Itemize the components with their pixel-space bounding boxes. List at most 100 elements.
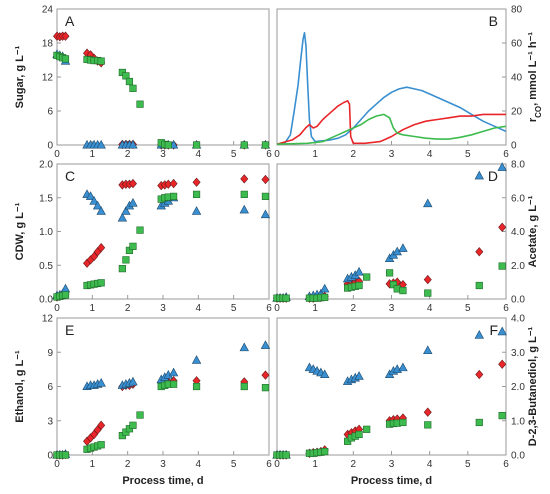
data-point-triangle bbox=[354, 371, 364, 380]
data-point-diamond bbox=[97, 243, 106, 253]
y-tick-label: 2.0 bbox=[39, 160, 53, 171]
y-tick-label: 6 bbox=[47, 107, 53, 118]
x-tick-label: 5 bbox=[231, 149, 237, 160]
y-tick-label: 9 bbox=[47, 348, 53, 359]
data-point-diamond bbox=[498, 222, 507, 232]
y-tick-label: 3.0 bbox=[511, 348, 525, 359]
x-tick-label: 2 bbox=[351, 149, 357, 160]
x-tick-label: 3 bbox=[160, 303, 166, 314]
series-green bbox=[53, 51, 270, 149]
y-tick-label: 4.0 bbox=[511, 227, 525, 238]
x-tick-label: 0 bbox=[274, 459, 280, 470]
data-point-triangle bbox=[497, 162, 507, 171]
series-green bbox=[53, 380, 270, 459]
x-tick-label: 0 bbox=[54, 303, 60, 314]
panel-frame bbox=[56, 8, 270, 146]
data-point-square bbox=[282, 451, 290, 459]
series-line-green bbox=[277, 113, 506, 145]
data-point-square bbox=[363, 425, 371, 433]
panel-frame bbox=[276, 163, 507, 300]
y-tick-label: 4.0 bbox=[511, 314, 525, 325]
y-tick-label: 12 bbox=[42, 314, 54, 325]
y-axis-label: Sugar, g L⁻¹ bbox=[14, 45, 26, 108]
x-tick-label: 3 bbox=[389, 149, 395, 160]
x-tick-label: 6 bbox=[266, 149, 272, 160]
x-tick-label: 1 bbox=[312, 303, 318, 314]
data-point-square bbox=[399, 286, 407, 295]
x-tick-label: 6 bbox=[503, 149, 509, 160]
data-point-square bbox=[136, 226, 144, 234]
series-line-red bbox=[277, 100, 506, 145]
data-point-square bbox=[97, 441, 105, 449]
data-point-triangle bbox=[239, 342, 249, 352]
data-point-diamond bbox=[61, 31, 70, 41]
data-point-triangle bbox=[96, 206, 106, 215]
data-point-triangle bbox=[128, 376, 138, 386]
data-point-square bbox=[240, 190, 248, 198]
panel-d: 0 1 2 3 4 5 60.0 2.0 4.0 6.0 8.0 D Acetate, g L⁻¹ bbox=[272, 160, 539, 314]
y-tick-label: 40 bbox=[511, 73, 523, 84]
x-tick-label: 1 bbox=[90, 149, 96, 160]
data-point-square bbox=[192, 382, 201, 391]
y-tick-label: 0 bbox=[511, 141, 517, 152]
x-tick-label: 5 bbox=[465, 149, 471, 160]
x-tick-label: 5 bbox=[465, 459, 471, 470]
data-point-triangle bbox=[96, 377, 106, 387]
x-tick-label: 0 bbox=[274, 303, 280, 314]
data-point-triangle bbox=[121, 206, 131, 215]
data-point-triangle bbox=[239, 204, 249, 214]
data-point-diamond bbox=[97, 420, 106, 430]
y-tick-label: 6 bbox=[47, 382, 53, 393]
x-tick-label: 4 bbox=[196, 303, 202, 314]
data-point-square bbox=[118, 265, 126, 273]
x-tick-label: 4 bbox=[427, 303, 433, 314]
y-tick-label: 2.0 bbox=[511, 382, 525, 393]
y-tick-label: 1.0 bbox=[511, 416, 525, 427]
x-tick-label: 4 bbox=[427, 459, 433, 470]
data-point-square bbox=[321, 447, 329, 456]
series-line-blue bbox=[277, 31, 506, 145]
data-point-square bbox=[321, 293, 329, 301]
y-tick-label: 12 bbox=[42, 73, 54, 84]
data-point-triangle bbox=[320, 369, 330, 379]
data-point-square bbox=[424, 421, 432, 429]
y-tick-label: 20 bbox=[511, 107, 523, 118]
data-point-triangle bbox=[423, 198, 433, 208]
y-tick-label: 80 bbox=[511, 5, 523, 16]
x-tick-label: 1 bbox=[90, 459, 96, 470]
data-point-square bbox=[261, 141, 270, 149]
data-point-triangle bbox=[474, 329, 484, 339]
x-tick-label: 4 bbox=[196, 459, 202, 470]
x-tick-label: 3 bbox=[389, 303, 395, 314]
data-point-square bbox=[261, 192, 270, 201]
data-point-triangle bbox=[320, 283, 330, 293]
x-tick-label: 2 bbox=[351, 303, 357, 314]
data-point-square bbox=[385, 269, 394, 277]
y-tick-label: 2.0 bbox=[511, 261, 525, 272]
panel-letter: A bbox=[65, 13, 75, 29]
y-tick-label: 18 bbox=[42, 39, 54, 50]
x-tick-label: 2 bbox=[125, 459, 131, 470]
panel-letter: F bbox=[489, 322, 498, 338]
data-point-square bbox=[399, 418, 407, 427]
y-tick-label: 0.5 bbox=[39, 261, 53, 272]
data-point-square bbox=[136, 411, 144, 419]
y-tick-label: 3 bbox=[47, 416, 53, 427]
data-point-diamond bbox=[498, 359, 507, 369]
data-point-diamond bbox=[261, 370, 270, 380]
data-point-triangle bbox=[128, 139, 138, 149]
data-point-diamond bbox=[169, 178, 178, 189]
y-axis-label: D-2,3-Butanediol, g L⁻¹ bbox=[527, 326, 539, 446]
data-point-square bbox=[240, 141, 248, 149]
data-point-square bbox=[355, 430, 363, 439]
x-tick-label: 6 bbox=[503, 303, 509, 314]
data-point-square bbox=[61, 55, 70, 63]
data-point-square bbox=[475, 418, 483, 427]
data-point-diamond bbox=[192, 177, 201, 187]
data-point-diamond bbox=[128, 178, 137, 189]
data-point-square bbox=[97, 57, 105, 65]
